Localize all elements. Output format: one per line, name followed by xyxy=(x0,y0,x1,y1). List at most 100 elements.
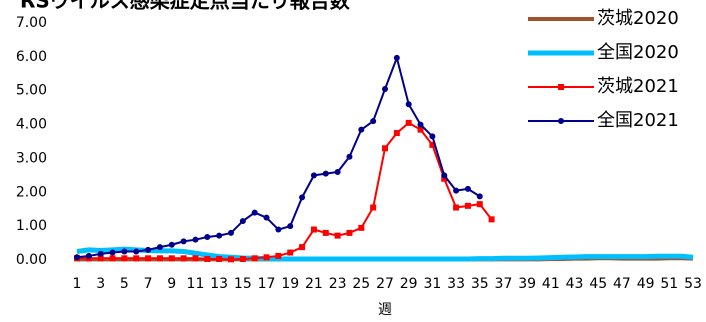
x-tick-label: 9 xyxy=(167,276,176,292)
marker xyxy=(216,232,223,239)
x-tick-label: 23 xyxy=(329,276,347,292)
marker xyxy=(180,238,187,245)
x-axis-label: 週 xyxy=(378,302,392,318)
marker xyxy=(358,224,365,231)
x-tick-label: 41 xyxy=(542,276,560,292)
marker xyxy=(417,126,424,133)
x-tick-label: 37 xyxy=(495,276,513,292)
x-tick-label: 15 xyxy=(234,276,252,292)
x-tick-label: 25 xyxy=(352,276,370,292)
marker xyxy=(275,226,282,233)
x-tick-label: 19 xyxy=(281,276,299,292)
legend-label: 全国2021 xyxy=(597,110,679,131)
marker xyxy=(464,202,471,209)
marker xyxy=(393,54,400,61)
x-tick-label: 27 xyxy=(376,276,394,292)
x-tick-label: 7 xyxy=(144,276,153,292)
marker xyxy=(85,252,92,259)
x-tick-label: 11 xyxy=(187,276,205,292)
marker xyxy=(299,244,306,251)
y-tick-label: 2.00 xyxy=(16,184,47,200)
marker xyxy=(228,256,234,263)
marker xyxy=(393,130,400,137)
legend-marker xyxy=(558,118,564,124)
x-tick-label: 45 xyxy=(589,276,607,292)
legend-marker xyxy=(558,84,564,90)
x-tick-label: 13 xyxy=(210,276,228,292)
marker xyxy=(358,126,365,133)
marker xyxy=(263,254,270,261)
x-tick-label: 3 xyxy=(96,276,105,292)
x-tick-label: 17 xyxy=(258,276,276,292)
marker xyxy=(121,255,128,262)
x-tick-label: 53 xyxy=(684,276,702,292)
x-tick-label: 43 xyxy=(566,276,584,292)
y-tick-label: 0.00 xyxy=(16,252,47,268)
x-tick-label: 39 xyxy=(518,276,536,292)
y-tick-label: 3.00 xyxy=(16,150,47,166)
series-line xyxy=(76,246,694,262)
marker xyxy=(429,133,436,140)
marker xyxy=(310,172,317,179)
marker xyxy=(429,141,436,148)
marker xyxy=(239,218,246,225)
marker xyxy=(405,101,412,108)
marker xyxy=(74,254,80,261)
marker xyxy=(263,214,270,221)
marker xyxy=(204,255,211,262)
x-tick-label: 21 xyxy=(305,276,323,292)
legend-label: 茨城2021 xyxy=(597,76,679,97)
marker xyxy=(405,119,412,126)
x-tick-label: 33 xyxy=(447,276,465,292)
x-tick-label: 29 xyxy=(400,276,418,292)
x-tick-label: 1 xyxy=(73,276,82,292)
marker xyxy=(180,255,187,262)
marker xyxy=(121,248,128,255)
marker xyxy=(453,187,460,194)
marker xyxy=(346,229,353,236)
marker xyxy=(441,175,448,182)
y-tick-label: 5.00 xyxy=(16,83,47,99)
marker xyxy=(346,153,353,160)
marker xyxy=(287,249,294,256)
marker xyxy=(370,204,377,211)
marker xyxy=(97,250,104,257)
marker xyxy=(156,244,163,251)
legend-label: 全国2020 xyxy=(597,42,679,63)
marker xyxy=(275,252,282,259)
marker xyxy=(488,216,495,223)
legend-label: 茨城2020 xyxy=(597,8,679,29)
x-tick-label: 47 xyxy=(613,276,631,292)
marker xyxy=(287,223,294,230)
x-tick-label: 31 xyxy=(423,276,441,292)
marker xyxy=(334,232,341,239)
x-tick-label: 35 xyxy=(471,276,489,292)
chart-title: RSウイルス感染症定点当たり報告数 xyxy=(20,0,351,13)
marker xyxy=(216,255,223,262)
marker xyxy=(310,226,317,233)
marker xyxy=(334,168,341,175)
marker xyxy=(145,255,152,262)
marker xyxy=(97,255,104,262)
x-tick-label: 51 xyxy=(660,276,678,292)
y-tick-label: 1.00 xyxy=(16,218,47,234)
marker xyxy=(168,255,175,262)
marker xyxy=(204,233,211,240)
marker xyxy=(476,201,483,208)
y-tick-label: 4.00 xyxy=(16,117,47,133)
marker xyxy=(168,241,175,248)
marker xyxy=(133,248,140,255)
marker xyxy=(228,229,234,236)
x-tick-label: 5 xyxy=(120,276,129,292)
marker xyxy=(382,145,388,152)
marker xyxy=(192,255,199,262)
marker xyxy=(322,170,329,177)
y-tick-label: 7.00 xyxy=(16,15,47,31)
marker xyxy=(453,204,460,211)
y-tick-label: 6.00 xyxy=(16,49,47,65)
marker xyxy=(370,118,377,125)
marker xyxy=(476,193,483,200)
marker xyxy=(382,86,388,93)
marker xyxy=(251,209,258,216)
